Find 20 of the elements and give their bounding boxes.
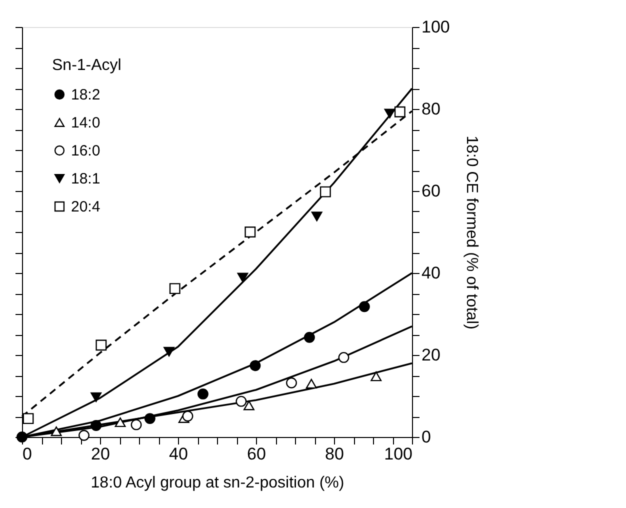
x-tick-label: 60 — [247, 444, 266, 464]
x-axis-title: 18:0 Acyl group at sn-2-position (%) — [90, 474, 344, 492]
legend-label: 18:2 — [71, 86, 100, 104]
y-tick-label: 40 — [422, 264, 440, 282]
y-tick-label: 80 — [422, 100, 440, 118]
y-axis-title: 18:0 CE formed (% of total) — [462, 136, 480, 330]
legend-label: 20:4 — [71, 198, 100, 216]
y-tick-label: 0 — [422, 428, 431, 446]
y-tick-label: 100 — [422, 18, 450, 36]
legend-label: 16:0 — [71, 142, 100, 160]
x-tick-label: 20 — [91, 444, 110, 464]
y-tick-label: 60 — [422, 182, 440, 200]
x-tick-label: 100 — [384, 444, 412, 464]
x-tick-label: 40 — [169, 444, 188, 464]
x-tick-label: 0 — [22, 444, 32, 464]
y-tick-label: 20 — [422, 346, 440, 364]
legend-label: 18:1 — [71, 170, 100, 188]
x-tick-label: 80 — [325, 444, 344, 464]
legend-label: 14:0 — [71, 114, 100, 132]
legend-title: Sn-1-Acyl — [52, 57, 122, 74]
